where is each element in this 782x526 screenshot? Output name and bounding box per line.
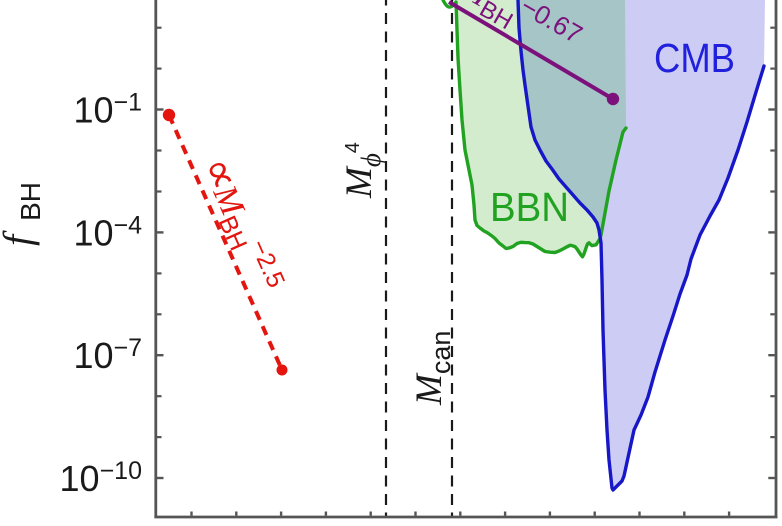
- svg-text:Mϕ4: Mϕ4: [339, 142, 386, 199]
- svg-text:CMB: CMB: [654, 35, 735, 81]
- svg-text:Mcan: Mcan: [409, 331, 456, 406]
- svg-text:10−7: 10−7: [73, 334, 142, 376]
- svg-text:10−1: 10−1: [73, 89, 142, 131]
- svg-text:BBN: BBN: [490, 184, 569, 230]
- svg-text:fBH: fBH: [0, 182, 46, 246]
